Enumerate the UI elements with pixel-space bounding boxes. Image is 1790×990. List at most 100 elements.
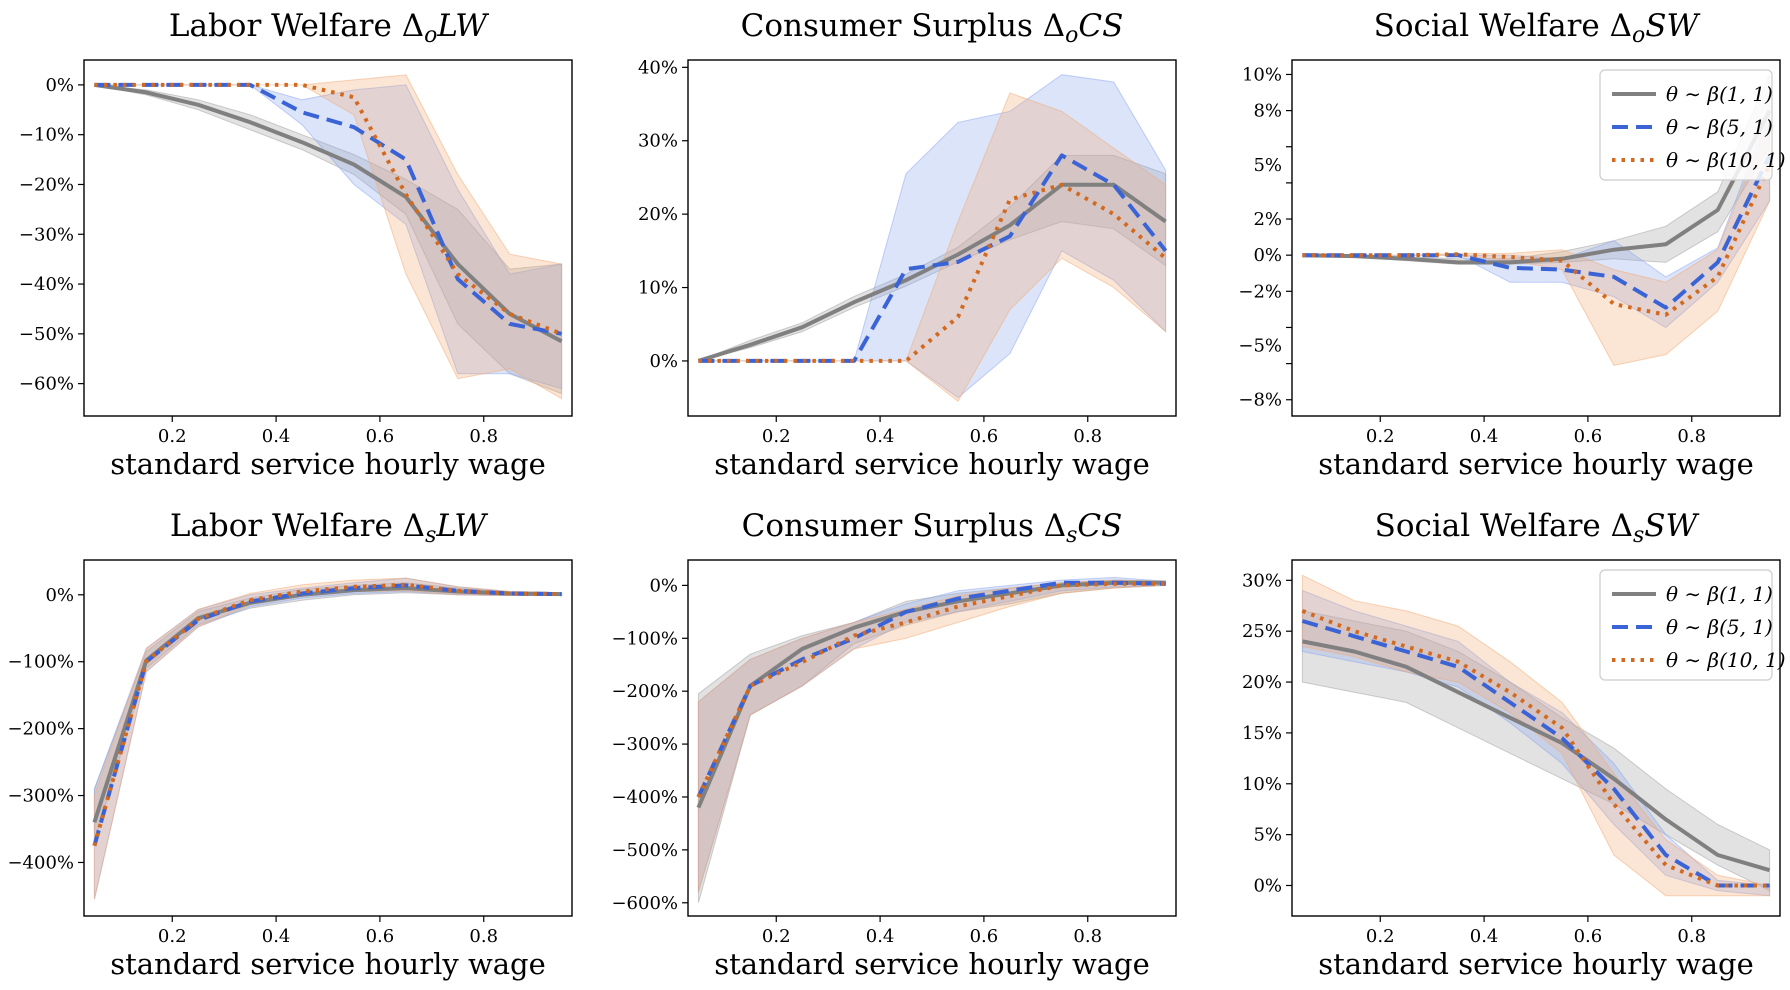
series-line-3	[1302, 163, 1772, 317]
y-tick-label: −30%	[19, 224, 74, 245]
series-line-3	[1301, 609, 1770, 888]
y-tick-label: 10%	[1242, 774, 1282, 795]
x-tick-label: 0.4	[1470, 426, 1499, 447]
legend-box	[1599, 569, 1773, 681]
x-axis-label: standard service hourly wage	[714, 947, 1150, 981]
y-tick-label: 40%	[638, 57, 678, 78]
y-tick-label: 0%	[649, 575, 678, 596]
axes-frame	[687, 59, 1177, 417]
y-tick-label: 30%	[638, 131, 678, 152]
y-tick-label: 0%	[1253, 245, 1282, 266]
x-tick-label: 0.4	[866, 426, 895, 447]
x-axis-label: standard service hourly wage	[1318, 947, 1754, 981]
y-tick-label: 15%	[1242, 723, 1282, 744]
y-tick-label: −8%	[1238, 390, 1282, 411]
axes-frame	[687, 559, 1177, 917]
legend-box	[1599, 69, 1773, 181]
confidence-band-3	[93, 577, 563, 900]
axes-frame	[1291, 559, 1781, 917]
y-tick-label: −50%	[19, 324, 74, 345]
confidence-band-3	[697, 579, 1167, 893]
x-tick-label: 0.4	[262, 926, 291, 947]
y-tick-label: −500%	[611, 840, 678, 861]
subplot-3: Social Welfare ΔoSW 0.2 0.4 0.6 0.8 10% 8% 5% 2%…	[1238, 8, 1785, 481]
y-tick-label: 5%	[1253, 155, 1282, 176]
y-tick-label: 0%	[45, 585, 74, 606]
subplot-5: Consumer Surplus ΔsCS 0.2 0.4 0.6 0.8 0% −100%…	[611, 508, 1177, 981]
x-axis-label: standard service hourly wage	[714, 447, 1150, 481]
legend-label-1: θ ∼ β(1, 1)	[1666, 82, 1773, 106]
y-tick-label: 30%	[1242, 570, 1282, 591]
legend: θ ∼ β(1, 1) θ ∼ β(5, 1) θ ∼ β(10, 1)	[1599, 569, 1786, 681]
y-tick-label: −40%	[19, 274, 74, 295]
y-tick-label: 25%	[1242, 621, 1282, 642]
x-axis-label: standard service hourly wage	[110, 947, 546, 981]
series-line-3	[698, 182, 1167, 363]
x-tick-label: 0.8	[1073, 426, 1102, 447]
series-line-1	[94, 82, 563, 344]
x-tick-label: 0.2	[158, 926, 187, 947]
y-tick-label: 8%	[1253, 101, 1282, 122]
y-tick-label: 0%	[45, 75, 74, 96]
subplot-1: Labor Welfare ΔoLW 0.2 0.4 0.6 0.8 0% −10% −20%…	[19, 8, 573, 481]
legend-label-2: θ ∼ β(5, 1)	[1666, 615, 1773, 639]
subplot-title: Consumer Surplus ΔsCS	[742, 508, 1123, 548]
subplot-4: Labor Welfare ΔsLW 0.2 0.4 0.6 0.8 0% −100% −20…	[7, 508, 573, 981]
y-tick-label: 5%	[1253, 825, 1282, 846]
series-line-1	[1302, 109, 1772, 265]
x-tick-label: 0.2	[762, 926, 791, 947]
legend-label-3: θ ∼ β(10, 1)	[1666, 648, 1786, 672]
y-tick-label: −20%	[19, 174, 74, 195]
y-tick-label: 20%	[638, 204, 678, 225]
legend-label-3: θ ∼ β(10, 1)	[1666, 148, 1786, 172]
y-tick-label: 0%	[1253, 875, 1282, 896]
x-tick-label: 0.4	[866, 926, 895, 947]
x-tick-label: 0.6	[970, 926, 999, 947]
legend-label-2: θ ∼ β(5, 1)	[1666, 115, 1773, 139]
series-line-1	[1302, 639, 1771, 873]
x-tick-label: 0.2	[1366, 426, 1395, 447]
x-tick-label: 0.2	[1366, 926, 1395, 947]
y-tick-label: −5%	[1238, 336, 1282, 357]
confidence-band-1	[93, 582, 563, 843]
x-tick-label: 0.4	[1470, 926, 1499, 947]
y-tick-label: −60%	[19, 374, 74, 395]
subplot-2: Consumer Surplus ΔoCS 0.2 0.4 0.6 0.8 0% 10% 20…	[638, 8, 1177, 481]
axes-frame	[83, 59, 573, 417]
y-tick-label: −400%	[7, 852, 74, 873]
series-line-3	[696, 581, 1166, 798]
confidence-band-2	[93, 577, 563, 900]
y-tick-label: −600%	[611, 893, 678, 914]
subplot-6: Social Welfare ΔsSW 0.2 0.4 0.6 0.8 30% 25% 20%…	[1242, 508, 1786, 981]
series-line-2	[1301, 619, 1770, 888]
subplot-title: Consumer Surplus ΔoCS	[741, 8, 1124, 48]
y-tick-label: −400%	[611, 787, 678, 808]
y-tick-label: −300%	[611, 734, 678, 755]
series-line-1	[92, 586, 562, 823]
series-line-3	[94, 82, 563, 336]
y-tick-label: −10%	[19, 125, 74, 146]
y-tick-label: −200%	[7, 719, 74, 740]
x-tick-label: 0.6	[366, 926, 395, 947]
y-tick-label: 0%	[649, 351, 678, 372]
y-tick-label: 10%	[1242, 64, 1282, 85]
y-tick-label: 2%	[1253, 209, 1282, 230]
y-tick-label: 20%	[1242, 672, 1282, 693]
axes-frame	[83, 559, 573, 917]
series-line-1	[697, 182, 1167, 363]
x-tick-label: 0.2	[762, 426, 791, 447]
subplot-title: Labor Welfare ΔsLW	[170, 508, 488, 548]
x-tick-label: 0.2	[158, 426, 187, 447]
y-tick-label: −2%	[1238, 281, 1282, 302]
series-line-2	[696, 580, 1166, 798]
x-tick-label: 0.8	[1677, 926, 1706, 947]
x-tick-label: 0.6	[1574, 426, 1603, 447]
subplot-title: Social Welfare ΔsSW	[1375, 508, 1700, 548]
y-tick-label: −300%	[7, 786, 74, 807]
x-axis-label: standard service hourly wage	[1318, 447, 1754, 481]
x-tick-label: 0.8	[1677, 426, 1706, 447]
x-axis-label: standard service hourly wage	[110, 447, 546, 481]
subplot-title: Social Welfare ΔoSW	[1374, 8, 1701, 48]
x-tick-label: 0.8	[1073, 926, 1102, 947]
axes-frame	[1291, 59, 1781, 417]
